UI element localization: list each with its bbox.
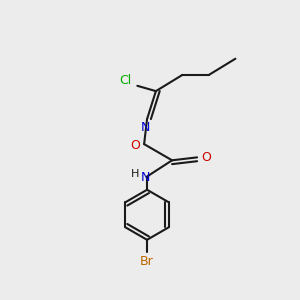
- Text: N: N: [141, 172, 150, 184]
- Text: Cl: Cl: [119, 74, 132, 87]
- Text: N: N: [141, 121, 150, 134]
- Text: O: O: [202, 151, 212, 164]
- Text: Br: Br: [140, 254, 154, 268]
- Text: H: H: [130, 169, 139, 178]
- Text: O: O: [130, 139, 140, 152]
